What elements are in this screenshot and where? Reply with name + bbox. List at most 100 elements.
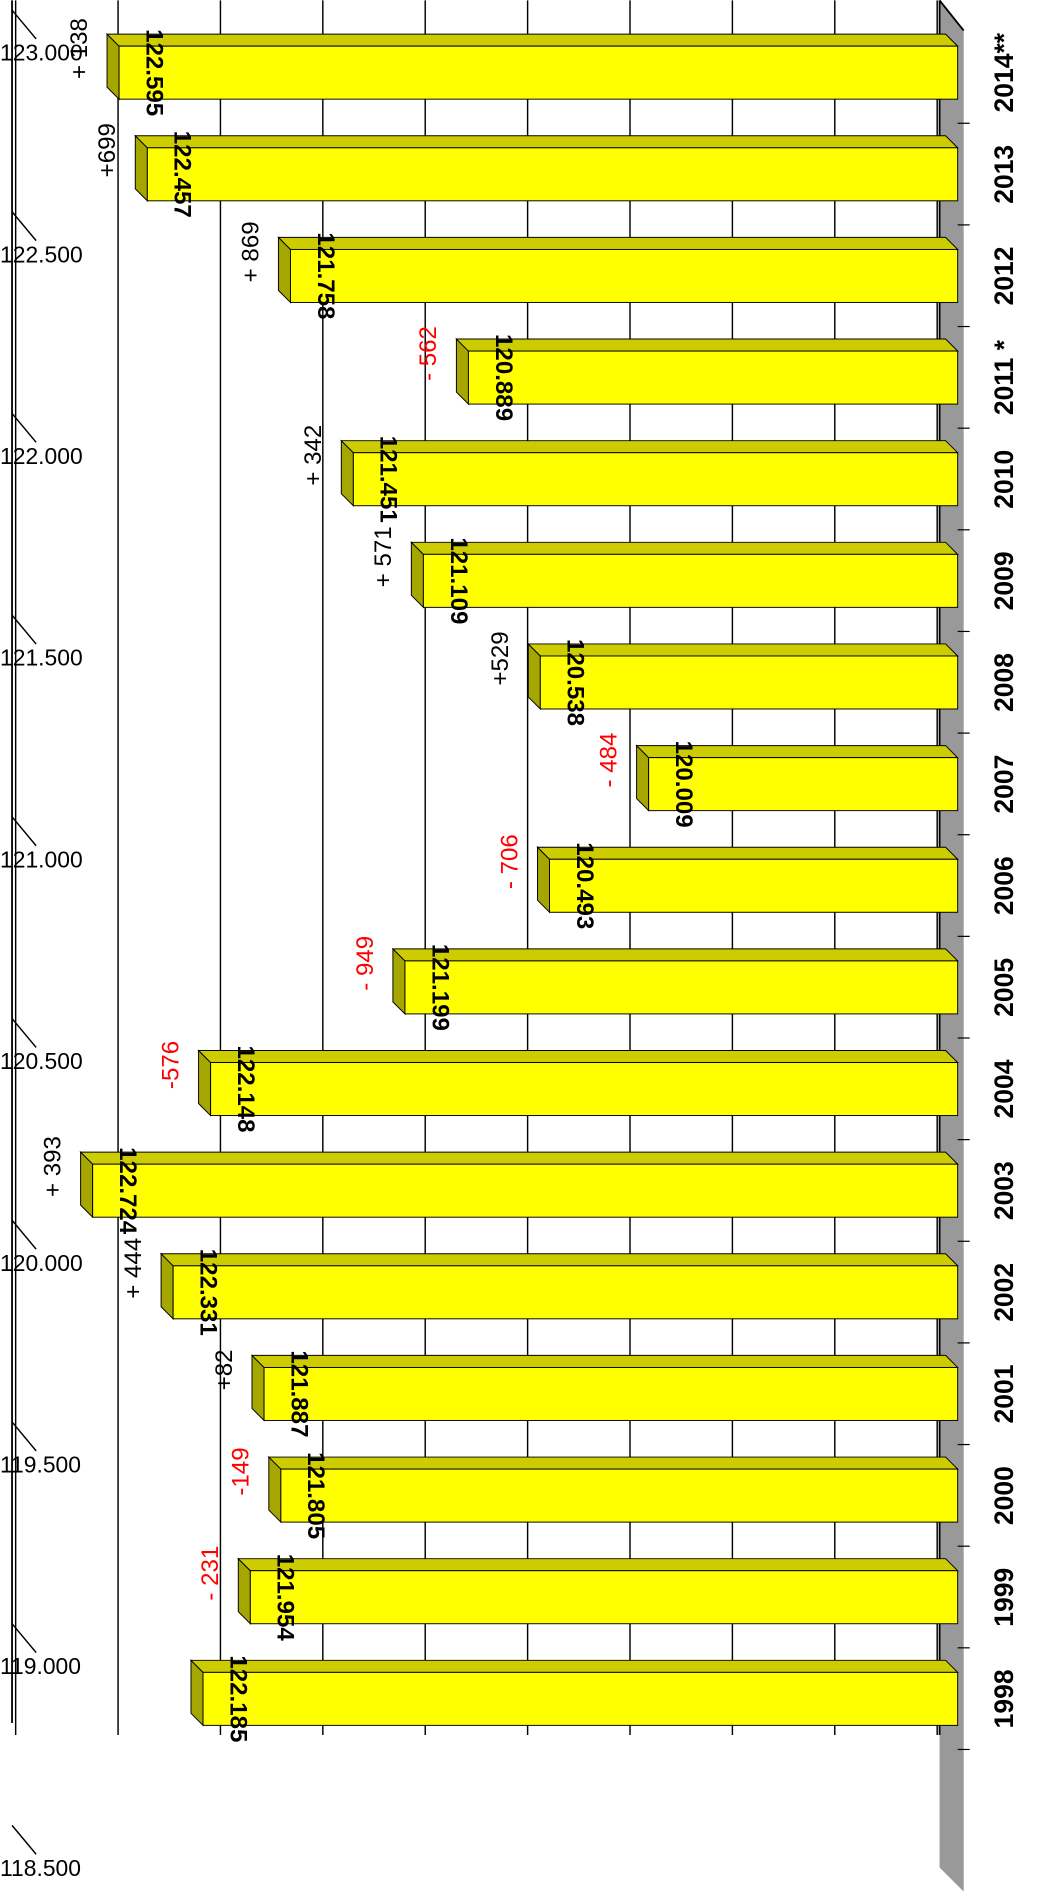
value-label: 121.199 [426, 944, 453, 1031]
bar [280, 1468, 959, 1523]
change-label: + 571 [370, 526, 397, 587]
x-tick-label: 2001 [989, 1364, 1019, 1423]
bar-top [455, 338, 959, 352]
tick-mark [11, 1219, 37, 1250]
y-tick-label: 119.000 [0, 1653, 81, 1679]
tick-mark [11, 412, 37, 443]
value-label: 122.595 [140, 29, 167, 116]
x-tick-label: 2005 [989, 958, 1019, 1017]
y-tick-label: 122.500 [0, 241, 83, 267]
change-label: + 444 [120, 1238, 147, 1299]
value-label: 122.185 [224, 1655, 251, 1742]
tick-mark [11, 1623, 37, 1654]
value-label: 121.887 [285, 1350, 312, 1437]
change-label: -149 [228, 1447, 255, 1495]
value-label: 122.148 [232, 1046, 259, 1133]
value-label: 120.538 [562, 639, 589, 726]
bar-top [536, 846, 959, 860]
change-label: + 138 [66, 18, 93, 79]
y-tick-label: 123.000 [0, 40, 83, 66]
change-label: + 393 [39, 1136, 66, 1197]
bar-top [267, 1456, 959, 1470]
x-tick-label: 2003 [989, 1161, 1019, 1220]
bar [648, 757, 959, 812]
bar [539, 655, 959, 710]
change-label: - 484 [595, 733, 622, 788]
value-label: 120.009 [670, 741, 697, 828]
bar [422, 553, 959, 608]
value-label: 122.724 [114, 1147, 141, 1235]
y-tick-label: 118.500 [0, 1855, 81, 1881]
change-label: + 342 [300, 425, 327, 486]
bar [352, 452, 959, 507]
change-label: -576 [157, 1041, 184, 1089]
bar-top [159, 1253, 959, 1267]
value-label: 121.954 [272, 1554, 299, 1642]
y-tick-label: 121.000 [0, 846, 83, 872]
x-tick-label: 2012 [989, 246, 1019, 305]
x-tick-label: 2009 [989, 551, 1019, 610]
value-label: 120.889 [490, 334, 517, 421]
bar [118, 45, 959, 100]
tick-mark [11, 1421, 37, 1452]
y-tick-label: 120.000 [0, 1250, 83, 1276]
x-tick-label: 2010 [989, 450, 1019, 509]
bar-top [527, 643, 959, 657]
x-tick-label: 2007 [989, 755, 1019, 814]
bar-top [391, 948, 959, 962]
bar [467, 350, 959, 405]
value-label: 121.451 [375, 436, 402, 523]
bar-top [134, 135, 959, 149]
change-label: +82 [211, 1349, 238, 1390]
y-tick-label: 122.000 [0, 443, 83, 469]
change-label: - 231 [197, 1546, 224, 1601]
bar-top [250, 1354, 959, 1368]
bar-top [237, 1558, 959, 1572]
value-label: 121.109 [445, 537, 472, 624]
bar-top [105, 33, 959, 47]
tick-mark [11, 9, 37, 40]
bar-top [410, 541, 959, 555]
change-label: +699 [94, 123, 121, 177]
bar [249, 1570, 959, 1625]
tick-mark [11, 1824, 37, 1855]
change-label: - 562 [415, 326, 442, 381]
tick-mark [11, 211, 37, 242]
change-label: - 949 [352, 936, 379, 991]
bar [404, 960, 959, 1015]
x-tick-label: 2008 [989, 653, 1019, 712]
x-tick-label: 2014** [989, 32, 1019, 112]
value-label: 122.331 [195, 1249, 222, 1336]
x-tick-label: 1999 [989, 1568, 1019, 1627]
y-tick-label: 121.500 [0, 645, 83, 671]
x-tick-label: 2011 * [989, 339, 1019, 415]
x-tick-label: 2006 [989, 856, 1019, 915]
value-label: 122.457 [169, 131, 196, 218]
x-tick-label: 1998 [989, 1669, 1019, 1728]
tick-mark [11, 614, 37, 645]
x-tick-label: 2004 [989, 1059, 1019, 1118]
tick-mark [11, 816, 37, 847]
floor-edge [938, 0, 965, 32]
bar [172, 1265, 959, 1320]
change-label: - 706 [496, 834, 523, 889]
bar [146, 147, 959, 202]
bar-top [189, 1659, 959, 1673]
bar-top [340, 440, 959, 454]
bar [549, 858, 959, 913]
x-tick-label: 2002 [989, 1263, 1019, 1322]
change-label: + 869 [237, 221, 264, 282]
change-label: +529 [487, 631, 514, 685]
y-tick-label: 120.500 [0, 1048, 83, 1074]
value-label: 121.758 [312, 232, 339, 319]
value-label: 120.493 [571, 842, 598, 929]
y-tick-label: 119.500 [0, 1452, 81, 1478]
bar [289, 248, 959, 303]
tick-mark [11, 1018, 37, 1048]
value-label: 121.805 [302, 1452, 329, 1539]
x-tick-label: 2000 [989, 1466, 1019, 1525]
x-tick-label: 2013 [989, 145, 1019, 204]
bar [263, 1366, 959, 1421]
bar-top [197, 1050, 959, 1064]
